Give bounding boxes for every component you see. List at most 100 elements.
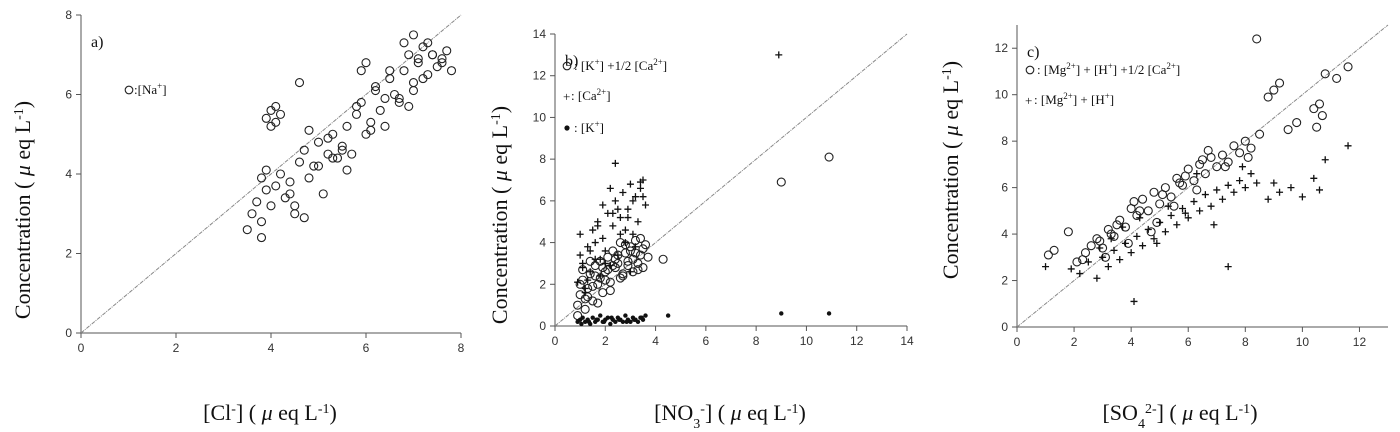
panel-c-series-2-point xyxy=(1067,265,1075,273)
panel-a-series-1-point xyxy=(351,109,362,119)
panel-c-series-1-point xyxy=(1197,155,1208,165)
panel-b-series-2-point xyxy=(624,205,632,213)
panel-c-series-1-point xyxy=(1292,118,1302,128)
panel-c-series-1-point xyxy=(1229,141,1239,151)
panel-a-series-1-point xyxy=(380,121,390,131)
legend-mg-h-label: : [Mg2+] + [H+] xyxy=(1034,91,1114,107)
panel-c-series-1-point xyxy=(1103,224,1113,234)
panel-a-series-1-point xyxy=(294,157,305,167)
panel-c-series-1-point xyxy=(1246,143,1256,153)
panel-c-series-1-point xyxy=(1166,192,1176,202)
panel-c-series-2-point xyxy=(1230,188,1238,196)
panel-b-series-2-point xyxy=(634,218,642,226)
panel-a-series-1-point xyxy=(370,82,381,92)
panel-b-series-1-point xyxy=(635,233,646,243)
panel-b-series-2-point xyxy=(616,230,624,238)
panel-c-series-1-point xyxy=(1132,210,1142,221)
panel-c-series-2-point xyxy=(1139,242,1147,250)
panel-a-series-1-point xyxy=(271,181,281,191)
panel-b-series-2-point xyxy=(584,276,592,284)
panel-c-series-1-point xyxy=(1217,150,1228,160)
panel-b-series-1-point xyxy=(615,273,625,283)
panel-b-series-1-point xyxy=(573,311,583,321)
panel-b-series-1-point xyxy=(573,300,583,310)
panel-c-series-2-point xyxy=(1238,163,1246,171)
panel-a-y-tick-label: 6 xyxy=(65,88,72,102)
panel-b-x-tick-label: 10 xyxy=(800,334,814,348)
panel-a-series-1-point xyxy=(266,121,276,131)
panel-c-series-1-point xyxy=(1275,78,1285,88)
panel-b-series-2-point xyxy=(626,268,634,276)
panel-c-series-1-point xyxy=(1195,159,1205,169)
panel-c-series-2-point xyxy=(1196,207,1204,215)
panel-b-series-2-point xyxy=(601,259,609,267)
panel-a-series-1-point xyxy=(313,137,324,147)
panel-c-series-2-point xyxy=(1224,181,1232,189)
panel-b-series-2-point xyxy=(629,197,637,205)
panel-c-y-tick-label: 0 xyxy=(1001,320,1008,334)
panel-a-series-1-point xyxy=(366,125,376,135)
panel-a: Concentration ( μ eq L-1) [Cl-] ( μ eq L… xyxy=(10,8,465,425)
panel-a-series-1-point xyxy=(385,66,395,76)
panel-c-series-1-point xyxy=(1252,34,1262,44)
panel-a-series-1-point xyxy=(375,105,385,115)
panel-b-series-2-point xyxy=(596,255,604,263)
panel-b-series-2-point xyxy=(636,184,644,192)
panel-b-series-3-point xyxy=(632,317,637,322)
panel-b-y-tick-label: 4 xyxy=(539,236,546,250)
panel-c-series-2-point xyxy=(1207,202,1215,210)
panel-b-reference-line xyxy=(554,33,908,327)
panel-b-series-2-point xyxy=(636,178,644,186)
panel-c-legend: : [Mg2+] + [H+] +1/2 [Ca2+] + : [Mg2+] +… xyxy=(1025,61,1180,108)
panel-b-series-3-point xyxy=(586,319,592,325)
panel-b-series-2-point xyxy=(596,272,604,280)
panel-b-series-1-point xyxy=(600,275,610,285)
panel-b-series-3-point xyxy=(613,319,618,325)
panel-b-series-1-point xyxy=(658,254,668,264)
panel-c-series-1-point xyxy=(1263,92,1273,102)
panel-c-series-1-point xyxy=(1146,227,1156,237)
panel-a-series-1-point xyxy=(394,93,404,104)
panel-a-series-1-point xyxy=(332,153,343,163)
panel-b-series-2-point xyxy=(594,222,602,230)
panel-b-ylabel: Concentration ( μ eq L-1) xyxy=(487,106,512,324)
panel-b-series-2-point xyxy=(581,289,589,297)
panel-a-y-tick-label: 2 xyxy=(65,247,72,261)
panel-c-series-1-point xyxy=(1317,111,1327,121)
panel-c-series-2-point xyxy=(1119,223,1127,231)
panel-c-series-1-point xyxy=(1043,250,1053,260)
legend-k-ca-label: : [K+] +1/2 [Ca2+] xyxy=(574,57,667,73)
panel-b-series-3-point xyxy=(643,313,648,318)
panel-c-series-2-point xyxy=(1104,263,1112,271)
panel-c-series-1-point xyxy=(1235,148,1245,158)
panel-b-series-1-point xyxy=(605,285,615,296)
panel-a-series-1-point xyxy=(399,66,409,76)
panel-b-series-2-point xyxy=(616,214,624,222)
panel-c-series-2-point xyxy=(1184,214,1192,222)
panel-a-series-1-point xyxy=(304,173,314,183)
panel-a-y-tick-label: 4 xyxy=(65,167,72,181)
panel-c-x-tick-label: 2 xyxy=(1071,335,1078,349)
panel-c-series-1-point xyxy=(1332,73,1342,83)
panel-b-series-2-point xyxy=(599,234,607,242)
panel-b-series-3-point xyxy=(598,313,603,318)
panel-c-series-1-point xyxy=(1109,231,1119,241)
panel-c-series-1-point xyxy=(1112,220,1122,230)
panel-b-series-2-point xyxy=(631,243,639,251)
panel-a-series-1-point xyxy=(356,66,366,76)
panel-a-series-1-point xyxy=(404,50,414,60)
panel-c-series-2-point xyxy=(1042,263,1050,271)
panel-a-series-1-point xyxy=(413,58,423,68)
panel-a-series-1-point xyxy=(380,93,390,104)
panel-a-series-1-point xyxy=(285,177,295,187)
panel-c-series-1-point xyxy=(1312,122,1322,132)
panel-b-series-2-point xyxy=(621,239,629,247)
panel-c-series-2-point xyxy=(1096,244,1104,252)
panel-c-series-1-point xyxy=(1175,178,1185,188)
panel-b-x-tick-label: 4 xyxy=(652,334,659,348)
panel-b-series-1-point xyxy=(613,250,623,260)
panel-a-series-1-point xyxy=(399,38,409,48)
panel-c-series-2-point xyxy=(1084,258,1092,266)
panel-a-legend: :[Na+] xyxy=(124,81,167,97)
panel-b-y-tick-label: 6 xyxy=(539,194,546,208)
